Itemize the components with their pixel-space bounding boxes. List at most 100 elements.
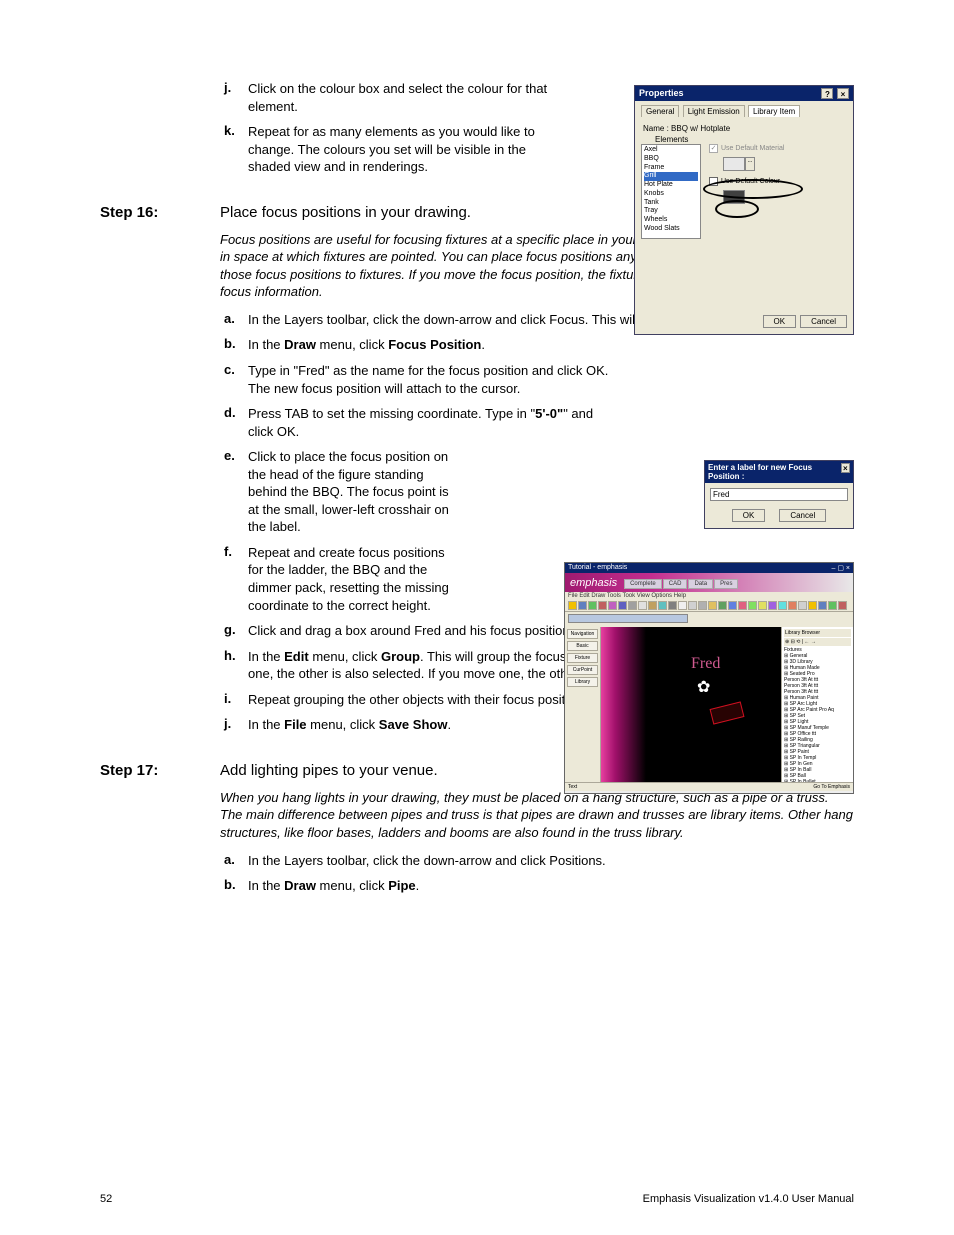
toolbar-icon[interactable] [678,601,687,610]
toolbar-icon[interactable] [618,601,627,610]
page-number: 52 [100,1193,112,1205]
toolbar-icon[interactable] [648,601,657,610]
layer-dropdown[interactable] [568,614,688,623]
element-item[interactable]: Tray [644,207,698,216]
item-marker: j. [220,716,248,734]
check-label: Use Default Colour [721,178,780,185]
toolbar-icon[interactable] [658,601,667,610]
tab-library-item[interactable]: Library Item [748,105,800,117]
toolbar-icon[interactable] [798,601,807,610]
drawing-canvas[interactable]: Fred ✿ [601,627,781,782]
left-tab[interactable]: Fixture [567,653,598,663]
emphasis-app-window: Tutorial - emphasis – ▢ × emphasis Compl… [564,562,854,794]
mode-tab[interactable]: CAD [663,579,688,589]
status-left: Text [568,784,577,790]
toolbar-icon[interactable] [778,601,787,610]
list-item: d.Press TAB to set the missing coordinat… [220,405,620,440]
toolbar-2[interactable] [565,612,853,627]
toolbar-icon[interactable] [758,601,767,610]
cancel-button[interactable]: Cancel [800,315,847,328]
toolbar-icon[interactable] [578,601,587,610]
toolbar-icon[interactable] [568,601,577,610]
toolbar-icon[interactable] [818,601,827,610]
toolbar-icon[interactable] [698,601,707,610]
toolbar-icon[interactable] [628,601,637,610]
toolbar-icon[interactable] [588,601,597,610]
material-swatch[interactable] [723,157,745,171]
item-marker: j. [220,80,248,115]
tab-light-emission[interactable]: Light Emission [683,105,745,117]
mode-tab[interactable]: Pres [714,579,738,589]
library-tree[interactable]: Fixtures⊞ General⊞ 3D Library ⊞ Human Ma… [784,647,851,782]
toolbar-icon[interactable] [608,601,617,610]
toolbar-icon[interactable] [668,601,677,610]
list-item: c.Type in "Fred" as the name for the foc… [220,362,620,397]
bbq-object [710,701,745,724]
item-marker: e. [220,448,248,536]
element-item[interactable]: Axel [644,146,698,155]
toolbar-icon[interactable] [728,601,737,610]
left-tab[interactable]: Navigation [567,629,598,639]
item-marker: b. [220,877,248,895]
toolbar-icon[interactable] [808,601,817,610]
name-row: Name : BBQ w/ Hotplate [643,124,847,133]
elements-list[interactable]: AxelBBQFrameGrillHot PlateKnobsTankTrayW… [641,144,701,239]
element-item[interactable]: Knobs [644,190,698,199]
mode-tab[interactable]: Complete [624,579,662,589]
toolbar-icon[interactable] [838,601,847,610]
element-item[interactable]: Wheels [644,216,698,225]
toolbar-icon[interactable] [738,601,747,610]
element-item[interactable]: Hot Plate [644,181,698,190]
item-marker: a. [220,852,248,870]
toolbar-icon[interactable] [828,601,837,610]
item-text: Press TAB to set the missing coordinate.… [248,405,620,440]
left-tab[interactable]: Basic [567,641,598,651]
toolbar-icon[interactable] [748,601,757,610]
toolbar-icon[interactable] [598,601,607,610]
element-item[interactable]: Wood Slats [644,225,698,234]
element-item[interactable]: BBQ [644,155,698,164]
list-item: a.In the Layers toolbar, click the down-… [220,852,854,870]
toolbar-icon[interactable] [718,601,727,610]
dialog-titlebar: Enter a label for new Focus Position : × [705,461,853,483]
close-icon[interactable]: × [837,88,849,99]
element-item[interactable]: Frame [644,164,698,173]
item-text: Click on the colour box and select the c… [248,80,550,115]
left-tab[interactable]: Library [567,677,598,687]
cancel-button[interactable]: Cancel [779,509,826,522]
use-default-material-check[interactable]: ✓ Use Default Material [709,144,847,153]
tree-item[interactable]: ⊞ SP In Bullet [784,779,851,782]
step-label: Step 17: [100,762,220,779]
mode-tab[interactable]: Data [688,579,713,589]
ok-button[interactable]: OK [732,509,766,522]
item-marker: b. [220,336,248,354]
status-right: Go To Emphasis [813,784,850,790]
tab-general[interactable]: General [641,105,679,117]
step-17-intro: When you hang lights in your drawing, th… [220,789,854,842]
window-controls[interactable]: – ▢ × [832,564,850,572]
app-title: Tutorial - emphasis [568,564,627,572]
item-marker: f. [220,544,248,614]
toolbar-icon[interactable] [788,601,797,610]
toolbar-icon[interactable] [638,601,647,610]
left-tab[interactable]: CurPoint [567,665,598,675]
toolbar-icon[interactable] [768,601,777,610]
mode-tabs[interactable]: CompleteCADDataPres [623,576,738,589]
left-panel[interactable]: Navigation Basic Fixture CurPoint Library [565,627,601,782]
use-default-colour-check[interactable]: Use Default Colour [709,177,847,186]
close-icon[interactable]: × [841,463,850,473]
dialog-titlebar: Properties ? × [635,86,853,101]
toolbar-icon[interactable] [708,601,717,610]
colour-swatch[interactable] [723,190,745,204]
toolbar-1[interactable] [565,600,853,612]
focus-label-input[interactable]: Fred [710,488,848,501]
figure-icon: ✿ [697,677,710,697]
menu-bar[interactable]: File Edit Draw Tools Took View Options H… [565,592,853,600]
element-item[interactable]: Tank [644,199,698,208]
ok-button[interactable]: OK [763,315,797,328]
library-browser-panel[interactable]: Library Browser ⊕ ⊟ ⟲ | ← → Fixtures⊞ Ge… [781,627,853,782]
help-icon[interactable]: ? [821,88,833,99]
toolbar-icon[interactable] [688,601,697,610]
focus-position-label: Fred [691,655,720,673]
element-item[interactable]: Grill [644,172,698,181]
